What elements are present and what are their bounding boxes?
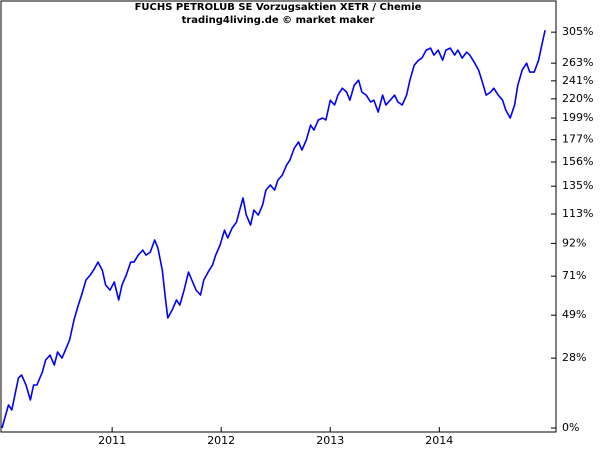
y-tick-label: 220% [562, 92, 593, 105]
y-tick-label: 199% [562, 111, 593, 124]
y-tick-label: 113% [562, 207, 593, 220]
price-line [1, 30, 546, 429]
x-tick-label: 2013 [316, 434, 344, 447]
y-tick-label: 241% [562, 74, 593, 87]
x-tick-label: 2012 [207, 434, 235, 447]
y-tick-label: 71% [562, 269, 586, 282]
y-tick-label: 28% [562, 351, 586, 364]
y-tick-label: 305% [562, 25, 593, 38]
y-tick-label: 135% [562, 179, 593, 192]
y-tick-label: 49% [562, 308, 586, 321]
chart-subtitle: trading4living.de © market maker [182, 15, 375, 26]
y-tick-label: 263% [562, 56, 593, 69]
y-tick-label: 92% [562, 236, 586, 249]
x-tick-label: 2014 [425, 434, 453, 447]
chart-title: FUCHS PETROLUB SE Vorzugsaktien XETR / C… [135, 2, 422, 13]
y-tick-label: 177% [562, 133, 593, 146]
x-tick-label: 2011 [98, 434, 126, 447]
y-tick-label: 156% [562, 155, 593, 168]
y-tick-label: 0% [562, 421, 579, 434]
plot-frame [0, 0, 557, 433]
